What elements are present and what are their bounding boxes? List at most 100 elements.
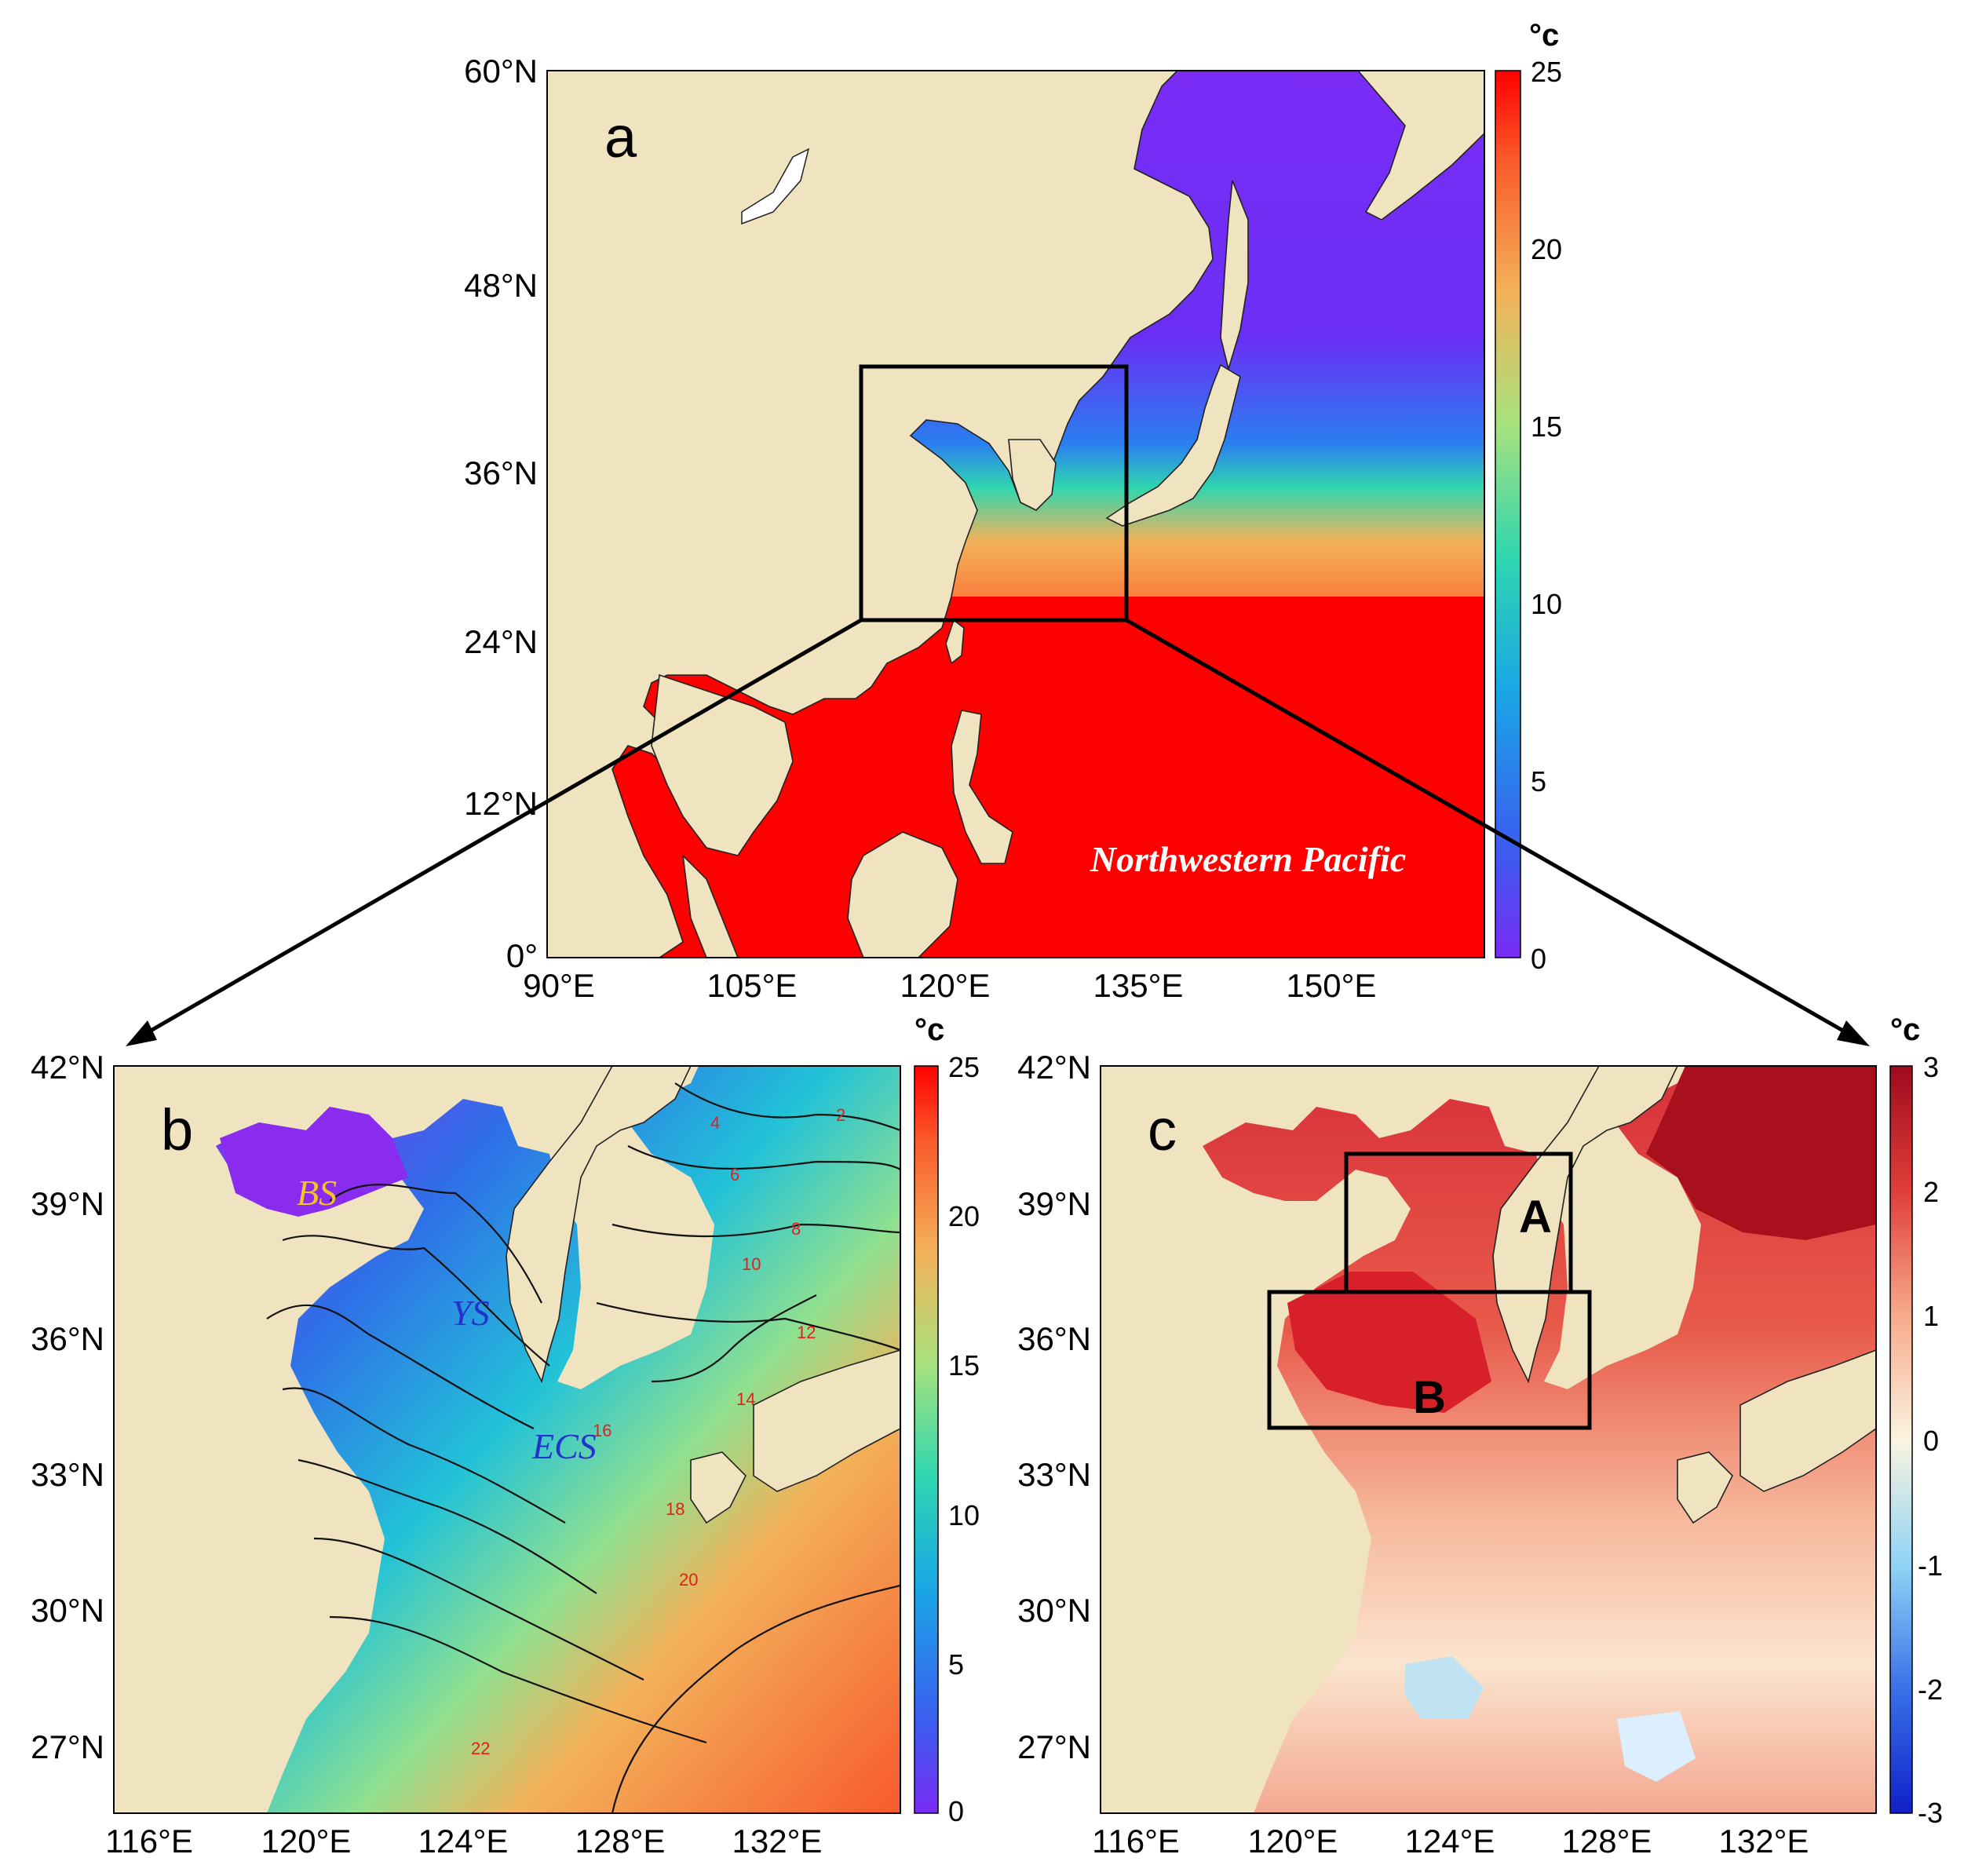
panel-c-colorbar-tick: -1 [1918,1549,1943,1582]
panel-c-lat-tick: 39°N [1017,1185,1091,1222]
panel-a-colorbar-tick: 5 [1531,765,1546,797]
panel-a-philippines [951,710,1013,864]
panel-c-colorbar-tick: 0 [1923,1425,1939,1457]
panel-a-malay [681,853,739,958]
arrow-head-c [1837,1020,1870,1046]
panel-b-map: BS YS ECS 2 4 6 8 10 12 14 16 18 20 22 [114,1066,900,1813]
panel-c-cool-patch-2 [1617,1711,1696,1782]
panel-b-colorbar-tick: 20 [948,1200,980,1232]
panel-a-lon-tick: 135°E [1093,967,1184,1004]
panel-c-lon-tick: 124°E [1405,1823,1495,1860]
panel-a-japan [1105,363,1241,527]
panel-a-lat-tick: 24°N [464,623,538,660]
panel-b-lat-axis: 42°N 39°N 36°N 33°N 30°N 27°N [31,1049,104,1765]
panel-c-lat-tick: 36°N [1017,1320,1091,1357]
contour-label: 12 [797,1323,816,1342]
panel-a-lake [741,148,810,225]
panel-c-cool-patch [1405,1656,1484,1719]
panel-b-colorbar-tick: 5 [948,1648,964,1681]
panel-a-lat-tick: 48°N [464,267,538,304]
panel-b-letter: b [161,1097,193,1162]
panel-c-colorbar-unit: °c [1890,1013,1920,1047]
panel-b-lon-tick: 128°E [575,1823,666,1860]
panel-b-colorbar-tick: 25 [948,1051,980,1083]
panel-b-lat-tick: 33°N [31,1456,104,1493]
panel-c-box-a-label: A [1519,1192,1552,1243]
panel-a-lon-tick: 120°E [900,967,991,1004]
panel-a-lon-axis: 90°E 105°E 120°E 135°E 150°E [523,967,1376,1004]
panel-c-lon-tick: 132°E [1719,1823,1809,1860]
panel-b-contour-labels: 2 4 6 8 10 12 14 16 18 20 22 [471,1105,845,1758]
panel-c-lon-tick: 116°E [1092,1823,1180,1860]
panel-a: Northwestern Pacific a 60°N 48°N 36°N 24… [464,18,1562,1004]
panel-c-lat-tick: 42°N [1017,1049,1091,1086]
panel-c-japan [1739,1349,1876,1492]
panel-b: BS YS ECS 2 4 6 8 10 12 14 16 18 20 22 b… [31,1013,980,1860]
panel-a-borneo [847,831,958,958]
panel-b-lat-tick: 27°N [31,1728,104,1765]
panel-b-kyushu [690,1451,747,1524]
panel-a-colorbar-tick: 10 [1531,588,1562,620]
panel-c: A B c 42°N 39°N 36°N 33°N 30°N 27°N 116°… [1017,1013,1943,1860]
panel-b-frame [113,1065,901,1814]
panel-b-lon-tick: 124°E [418,1823,509,1860]
panel-a-lat-axis: 60°N 48°N 36°N 24°N 12°N 0° [464,53,538,974]
panel-c-lon-tick: 128°E [1562,1823,1652,1860]
contour-label: 10 [742,1254,761,1274]
panel-b-label-bs: BS [297,1173,337,1213]
contour-label: 22 [471,1739,490,1758]
panel-c-lat-tick: 27°N [1017,1728,1091,1765]
panel-a-lat-tick: 36°N [464,454,538,491]
panel-a-taiwan [945,619,965,665]
panel-c-lon-tick: 120°E [1248,1823,1338,1860]
contour-label: 20 [679,1570,698,1589]
panel-c-lat-tick: 30°N [1017,1592,1091,1629]
panel-a-colorbar-gradient [1495,70,1521,958]
contour-label: 18 [666,1499,684,1519]
panel-b-colorbar-tick: 0 [948,1795,964,1827]
panel-b-lon-tick: 116°E [105,1823,193,1860]
panel-c-letter: c [1148,1097,1177,1162]
panel-c-colorbar-tick: 1 [1923,1300,1939,1332]
panel-b-lon-tick: 132°E [732,1823,823,1860]
panel-c-colorbar: °c 3 2 1 0 -1 -2 -3 [1889,1013,1943,1829]
panel-a-zoom-box [859,364,1129,622]
panel-c-frame [1100,1065,1877,1814]
panel-b-colorbar: °c 25 20 15 10 5 0 [914,1013,980,1827]
panel-a-lat-tick: 60°N [464,53,538,89]
panel-b-colorbar-tick: 15 [948,1349,980,1381]
panel-b-label-ys: YS [451,1293,490,1333]
panel-a-lat-tick: 12°N [464,785,538,822]
panel-c-colorbar-tick: 2 [1923,1176,1939,1208]
panel-b-label-ecs: ECS [531,1426,597,1466]
panel-a-colorbar-tick: 25 [1531,56,1562,88]
panel-a-lon-tick: 105°E [707,967,798,1004]
panel-c-sea [1203,1066,1876,1813]
panel-a-lon-tick: 150°E [1287,967,1377,1004]
panel-a-colorbar-unit: °c [1529,18,1559,53]
panel-b-lat-tick: 30°N [31,1592,104,1629]
panel-b-bohai [220,1107,408,1217]
panel-a-frame [546,70,1485,958]
panel-a-sakhalin [1220,180,1249,372]
contour-label: 2 [836,1105,845,1125]
panel-a-ocean-label: Northwestern Pacific [1090,839,1406,879]
panel-c-korea [1492,1066,1678,1384]
panel-b-japan [753,1349,900,1492]
panel-c-kyushu [1677,1451,1733,1524]
panel-b-lon-tick: 120°E [261,1823,352,1860]
panel-b-korea [506,1066,692,1384]
panel-a-letter: a [604,104,637,170]
arrow-head-b [126,1020,157,1046]
panel-a-lat-tick: 0° [506,937,538,974]
panel-c-map: A B [1101,1066,1876,1813]
panel-c-japan-sea [1646,1066,1876,1240]
panel-c-colorbar-tick: -3 [1918,1797,1943,1829]
panel-b-colorbar-unit: °c [914,1013,944,1047]
panel-a-korea [1008,439,1057,511]
contour-label: 4 [710,1113,720,1133]
arrow-to-panel-c [1125,618,1854,1038]
panel-a-colorbar: °c 25 20 15 10 5 0 [1495,18,1562,975]
panel-c-colorbar-gradient [1889,1065,1913,1814]
